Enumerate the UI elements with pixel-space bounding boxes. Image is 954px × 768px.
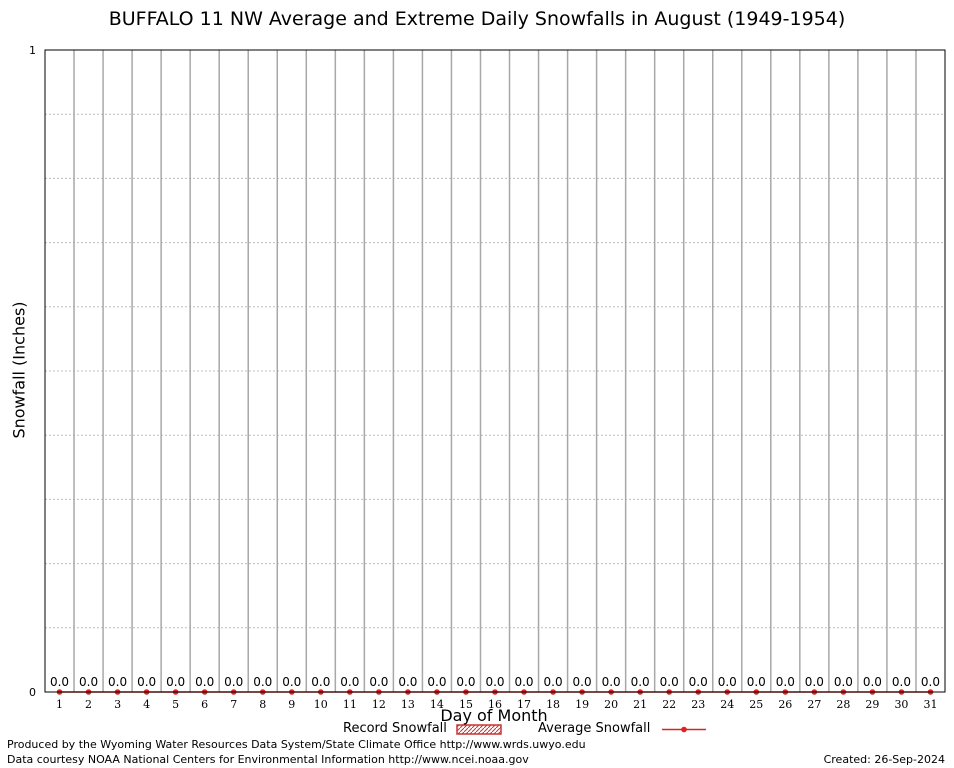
x-tick-label-2: 2 — [85, 698, 92, 711]
footer-data-courtesy: Data courtesy NOAA National Centers for … — [7, 753, 529, 766]
data-label-5: 0.0 — [166, 675, 185, 689]
data-label-13: 0.0 — [398, 675, 417, 689]
x-tick-label-27: 27 — [807, 698, 821, 711]
data-label-10: 0.0 — [311, 675, 330, 689]
x-tick-label-1: 1 — [56, 698, 63, 711]
data-label-24: 0.0 — [718, 675, 737, 689]
legend-average-marker — [681, 726, 687, 733]
data-label-8: 0.0 — [253, 675, 272, 689]
x-tick-label-28: 28 — [836, 698, 850, 711]
x-tick-label-19: 19 — [575, 698, 589, 711]
data-label-25: 0.0 — [747, 675, 766, 689]
x-tick-label-5: 5 — [172, 698, 179, 711]
data-label-15: 0.0 — [456, 675, 475, 689]
data-label-26: 0.0 — [776, 675, 795, 689]
data-label-11: 0.0 — [340, 675, 359, 689]
x-tick-label-20: 20 — [604, 698, 618, 711]
data-label-3: 0.0 — [108, 675, 127, 689]
x-tick-label-14: 14 — [430, 698, 444, 711]
data-label-19: 0.0 — [573, 675, 592, 689]
plot-frame — [44, 49, 946, 693]
data-label-31: 0.0 — [921, 675, 940, 689]
data-label-9: 0.0 — [282, 675, 301, 689]
x-tick-label-16: 16 — [488, 698, 502, 711]
data-label-17: 0.0 — [514, 675, 533, 689]
data-label-29: 0.0 — [863, 675, 882, 689]
x-tick-label-15: 15 — [459, 698, 473, 711]
data-label-16: 0.0 — [485, 675, 504, 689]
x-tick-label-31: 31 — [923, 698, 937, 711]
x-axis-label: Day of Month — [440, 706, 548, 725]
x-tick-label-11: 11 — [343, 698, 357, 711]
footer-produced-by: Produced by the Wyoming Water Resources … — [7, 738, 586, 751]
data-label-23: 0.0 — [689, 675, 708, 689]
legend-record-swatch — [456, 724, 502, 735]
x-tick-label-22: 22 — [662, 698, 676, 711]
x-tick-label-29: 29 — [865, 698, 879, 711]
data-label-7: 0.0 — [224, 675, 243, 689]
x-tick-label-7: 7 — [230, 698, 237, 711]
data-label-28: 0.0 — [834, 675, 853, 689]
x-tick-label-25: 25 — [749, 698, 763, 711]
data-label-18: 0.0 — [544, 675, 563, 689]
y-tick-label-0: 0 — [29, 686, 36, 699]
x-tick-label-4: 4 — [143, 698, 150, 711]
footer-created: Created: 26-Sep-2024 — [823, 753, 945, 766]
x-tick-label-30: 30 — [894, 698, 908, 711]
data-label-22: 0.0 — [660, 675, 679, 689]
data-label-6: 0.0 — [195, 675, 214, 689]
y-tick-label-1: 1 — [29, 44, 36, 57]
x-tick-label-17: 17 — [517, 698, 531, 711]
x-tick-label-24: 24 — [720, 698, 734, 711]
chart-title: BUFFALO 11 NW Average and Extreme Daily … — [108, 8, 846, 30]
x-tick-label-18: 18 — [546, 698, 560, 711]
data-label-30: 0.0 — [892, 675, 911, 689]
x-tick-label-12: 12 — [372, 698, 386, 711]
x-tick-label-8: 8 — [259, 698, 266, 711]
x-tick-label-6: 6 — [201, 698, 208, 711]
y-axis-label: Snowfall (Inches) — [9, 301, 29, 439]
x-tick-label-10: 10 — [314, 698, 328, 711]
x-tick-label-21: 21 — [633, 698, 647, 711]
data-label-1: 0.0 — [50, 675, 69, 689]
data-label-21: 0.0 — [631, 675, 650, 689]
data-label-12: 0.0 — [369, 675, 388, 689]
x-tick-label-23: 23 — [691, 698, 705, 711]
legend-record-label: Record Snowfall — [343, 721, 447, 736]
legend-average-label: Average Snowfall — [538, 721, 651, 736]
x-tick-label-9: 9 — [288, 698, 295, 711]
data-label-2: 0.0 — [79, 675, 98, 689]
x-tick-label-26: 26 — [778, 698, 792, 711]
x-tick-label-3: 3 — [114, 698, 121, 711]
x-tick-label-13: 13 — [401, 698, 415, 711]
data-label-14: 0.0 — [427, 675, 446, 689]
data-label-4: 0.0 — [137, 675, 156, 689]
data-label-20: 0.0 — [602, 675, 621, 689]
data-label-27: 0.0 — [805, 675, 824, 689]
